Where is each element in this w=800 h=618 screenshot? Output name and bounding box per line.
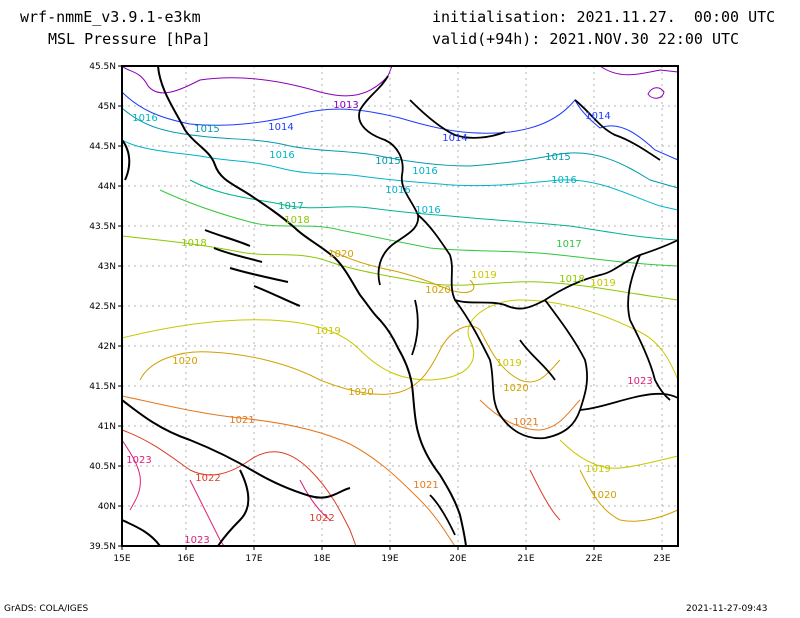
isobar-label: 1015 (194, 124, 219, 135)
isobar-label: 1016 (412, 166, 437, 177)
axis-ticks (118, 65, 663, 550)
isobar-label: 1016 (551, 175, 576, 186)
isobar-label: 1016 (269, 150, 294, 161)
isobar-label: 1023 (126, 455, 151, 466)
lat-label: 45N (98, 102, 116, 112)
isobar-label: 1019 (585, 464, 610, 475)
country-borders (358, 75, 679, 536)
longitude-labels: 15E 16E 17E 18E 19E 20E 21E 22E 23E (113, 554, 670, 564)
isobar-label: 1023 (184, 535, 209, 546)
lon-label: 21E (517, 554, 534, 564)
isobar-labels: 1013 1014 1014 1014 1015 1015 1015 1016 … (126, 100, 652, 546)
isobar-label: 1014 (268, 122, 293, 133)
lon-label: 16E (177, 554, 194, 564)
isobar-label: 1022 (309, 513, 334, 524)
isobar-label: 1019 (315, 326, 340, 337)
lon-label: 20E (449, 554, 466, 564)
lon-label: 17E (245, 554, 262, 564)
model-title: wrf-nmmE_v3.9.1-e3km (20, 8, 201, 26)
isobar-label: 1018 (284, 215, 309, 226)
lon-label: 15E (113, 554, 130, 564)
isobar-label: 1017 (278, 201, 303, 212)
isobar-label: 1019 (496, 358, 521, 369)
isobar-label: 1017 (556, 239, 581, 250)
valid-time: valid(+94h): 2021.NOV.30 22:00 UTC (432, 30, 740, 48)
isobar-label: 1015 (375, 156, 400, 167)
field-title: MSL Pressure [hPa] (48, 30, 211, 48)
lon-label: 23E (653, 554, 670, 564)
isobar-label: 1021 (229, 415, 254, 426)
isobar-label: 1021 (413, 480, 438, 491)
isobar-label: 1015 (545, 152, 570, 163)
isobar-label: 1018 (559, 274, 584, 285)
isobar-label: 1014 (585, 111, 610, 122)
footer-timestamp: 2021-11-27-09:43 (686, 604, 768, 614)
isobar-label: 1020 (503, 383, 528, 394)
lat-label: 44.5N (89, 142, 116, 152)
lon-label: 22E (585, 554, 602, 564)
init-time: initialisation: 2021.11.27. 00:00 UTC (432, 8, 776, 26)
isobar-label: 1018 (181, 238, 206, 249)
lat-label: 42N (98, 342, 116, 352)
isobar-label: 1020 (328, 249, 353, 260)
lat-label: 39.5N (89, 542, 116, 552)
lat-label: 41.5N (89, 382, 116, 392)
lat-label: 40.5N (89, 462, 116, 472)
isobar-label: 1016 (415, 205, 440, 216)
lat-label: 40N (98, 502, 116, 512)
lat-label: 43N (98, 262, 116, 272)
isobar-label: 1014 (442, 133, 467, 144)
isobar-label: 1019 (590, 278, 615, 289)
isobar-label: 1013 (333, 100, 358, 111)
isobar-label: 1022 (195, 473, 220, 484)
isobar-label: 1016 (385, 185, 410, 196)
isobar-label: 1016 (132, 113, 157, 124)
lat-label: 44N (98, 182, 116, 192)
latitude-labels: 45.5N 45N 44.5N 44N 43.5N 43N 42.5N 42N … (89, 62, 116, 552)
lon-label: 18E (313, 554, 330, 564)
map-grid (122, 66, 678, 546)
isobar-label: 1019 (471, 270, 496, 281)
lat-label: 41N (98, 422, 116, 432)
isobar-label: 1023 (627, 376, 652, 387)
coastline (121, 65, 467, 547)
isobar-label: 1020 (591, 490, 616, 501)
isobar-label: 1020 (348, 387, 373, 398)
lat-label: 43.5N (89, 222, 116, 232)
isobar-label: 1021 (513, 417, 538, 428)
isobar-label: 1020 (425, 285, 450, 296)
footer-credit: GrADS: COLA/IGES (4, 604, 89, 614)
isobars (121, 65, 679, 547)
lat-label: 45.5N (89, 62, 116, 72)
lon-label: 19E (381, 554, 398, 564)
isobar-label: 1020 (172, 356, 197, 367)
lat-label: 42.5N (89, 302, 116, 312)
